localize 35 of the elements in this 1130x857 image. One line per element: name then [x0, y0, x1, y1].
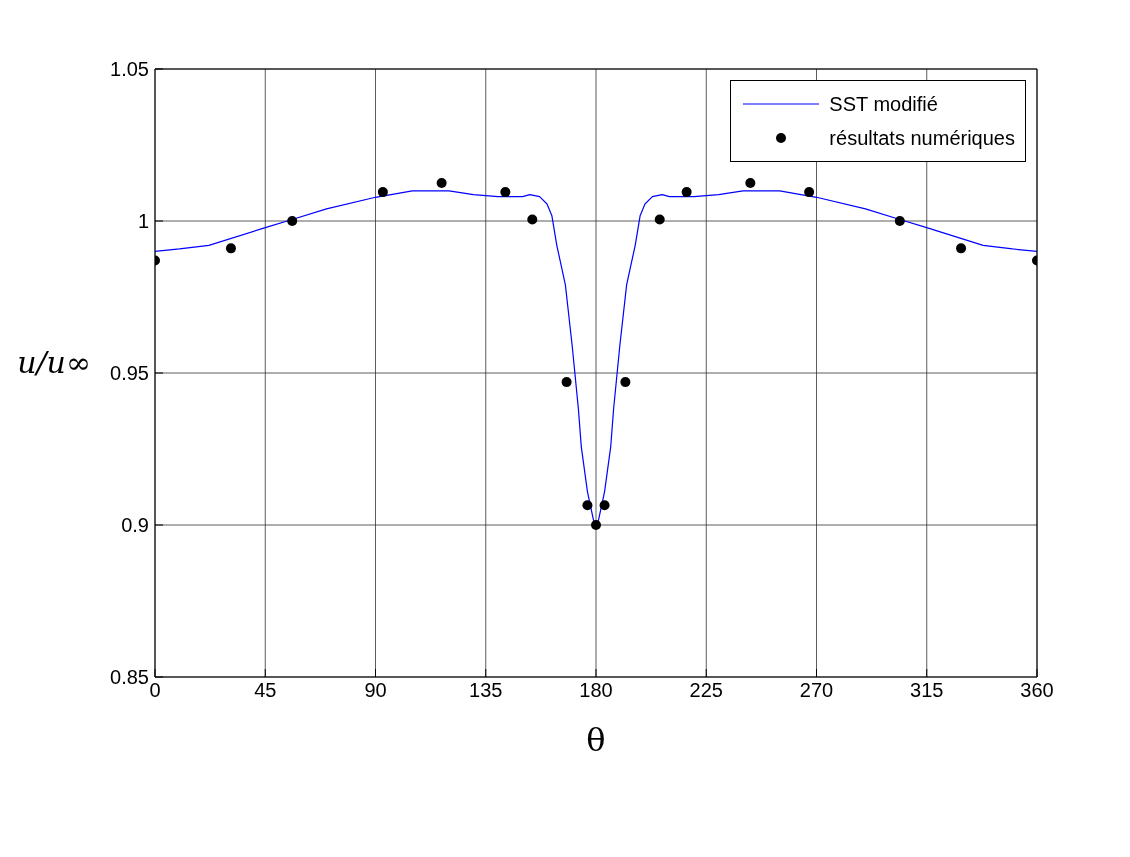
point — [591, 520, 601, 530]
point — [527, 214, 538, 225]
x-tick-label: 270 — [799, 679, 834, 702]
point — [681, 187, 692, 198]
x-tick-label: 45 — [254, 679, 277, 702]
point — [377, 187, 388, 198]
y-tick-label: 0.95 — [110, 362, 149, 385]
point — [804, 187, 815, 198]
x-axis-title: θ — [586, 721, 606, 759]
y-tick-label: 1 — [137, 210, 149, 233]
y-tick-label: 0.9 — [121, 514, 149, 537]
point — [287, 216, 298, 226]
point — [654, 214, 665, 225]
point — [500, 187, 511, 198]
point — [745, 178, 756, 188]
y-axis-title: u/u∞ — [17, 345, 91, 380]
point — [599, 500, 610, 511]
point — [582, 500, 593, 511]
legend-label: SST modifié — [829, 92, 938, 116]
x-tick-label: 360 — [1020, 679, 1054, 702]
x-tick-label: 225 — [689, 679, 723, 702]
point — [894, 216, 905, 226]
y-tick-label: 1.05 — [110, 58, 149, 81]
point — [956, 243, 967, 254]
point — [561, 377, 572, 388]
x-tick-label: 135 — [469, 679, 503, 702]
x-tick-label: 90 — [364, 679, 387, 702]
point — [620, 377, 631, 388]
legend-label: résultats numériques — [829, 126, 1015, 150]
x-tick-label: 180 — [579, 679, 613, 702]
x-tick-label: 0 — [149, 679, 161, 702]
point — [436, 178, 447, 188]
x-tick-label: 315 — [910, 679, 944, 702]
y-tick-label: 0.85 — [110, 666, 149, 689]
point — [225, 243, 236, 254]
